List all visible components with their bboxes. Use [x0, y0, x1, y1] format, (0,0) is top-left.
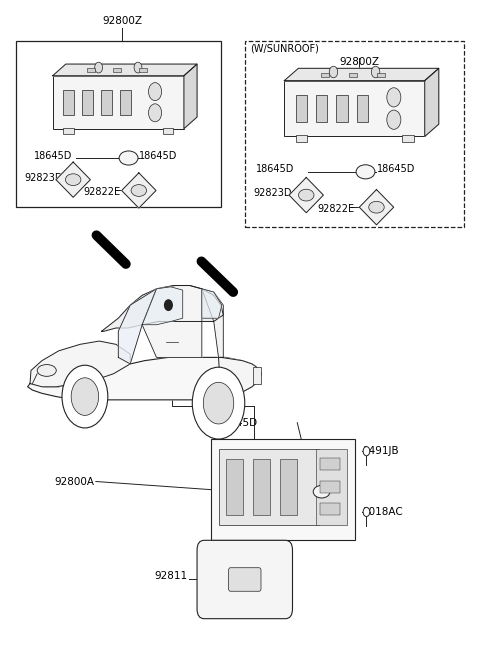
Text: 92800Z: 92800Z: [339, 57, 379, 67]
Text: 92811: 92811: [155, 571, 188, 581]
Bar: [245, 41, 464, 227]
Polygon shape: [30, 341, 130, 387]
Polygon shape: [118, 289, 156, 364]
FancyArrowPatch shape: [96, 236, 126, 264]
Circle shape: [71, 378, 99, 415]
Circle shape: [204, 382, 234, 424]
Text: 1018AC: 1018AC: [363, 507, 404, 517]
Text: 92822E: 92822E: [317, 204, 354, 214]
Polygon shape: [28, 358, 262, 400]
Bar: [82, 89, 93, 115]
Bar: [377, 73, 385, 77]
Bar: [211, 439, 355, 541]
Bar: [53, 75, 184, 129]
Bar: [280, 459, 297, 515]
Ellipse shape: [313, 485, 330, 498]
Bar: [349, 73, 357, 77]
Text: 92822E: 92822E: [84, 187, 120, 197]
Bar: [402, 135, 413, 142]
Text: 92823D: 92823D: [253, 188, 292, 198]
FancyBboxPatch shape: [228, 567, 261, 591]
Bar: [87, 68, 95, 72]
Text: (W/SUNROOF): (W/SUNROOF): [251, 44, 319, 54]
Circle shape: [95, 62, 103, 73]
Circle shape: [62, 365, 108, 428]
Bar: [218, 449, 319, 525]
Circle shape: [165, 300, 172, 310]
Ellipse shape: [356, 165, 375, 179]
Text: 1491JB: 1491JB: [363, 446, 400, 456]
FancyBboxPatch shape: [197, 541, 292, 619]
Circle shape: [363, 447, 370, 456]
Ellipse shape: [131, 184, 146, 196]
Polygon shape: [284, 68, 439, 81]
Bar: [336, 95, 348, 122]
Text: 18645D: 18645D: [256, 164, 294, 174]
Ellipse shape: [37, 365, 56, 377]
Bar: [316, 95, 327, 122]
Text: 92800Z: 92800Z: [102, 16, 143, 26]
Bar: [253, 367, 261, 384]
Bar: [253, 459, 270, 515]
Circle shape: [363, 507, 370, 516]
Ellipse shape: [119, 151, 138, 165]
Circle shape: [387, 110, 401, 129]
Circle shape: [192, 367, 245, 439]
Bar: [226, 459, 243, 515]
Bar: [163, 128, 173, 134]
Bar: [316, 449, 348, 525]
Polygon shape: [360, 190, 394, 225]
Bar: [63, 128, 74, 134]
Bar: [113, 68, 121, 72]
Bar: [296, 95, 307, 122]
Circle shape: [134, 62, 142, 73]
Polygon shape: [53, 64, 197, 75]
Text: 18645D: 18645D: [217, 418, 258, 428]
Polygon shape: [218, 358, 262, 397]
Text: 92800A: 92800A: [54, 476, 95, 487]
Text: 18645D: 18645D: [139, 150, 177, 161]
Circle shape: [148, 83, 162, 100]
Text: 18645D: 18645D: [376, 164, 415, 174]
Polygon shape: [121, 173, 156, 208]
Circle shape: [387, 88, 401, 107]
Bar: [16, 41, 221, 207]
Bar: [296, 135, 307, 142]
Text: 18645D: 18645D: [34, 150, 72, 161]
Polygon shape: [202, 289, 222, 318]
Bar: [320, 481, 340, 493]
Bar: [139, 68, 147, 72]
Ellipse shape: [369, 201, 384, 213]
Polygon shape: [184, 64, 197, 129]
Text: 92823D: 92823D: [24, 173, 62, 183]
Polygon shape: [202, 289, 223, 358]
Polygon shape: [142, 287, 183, 325]
Ellipse shape: [299, 189, 314, 201]
Bar: [320, 459, 340, 470]
Polygon shape: [289, 178, 324, 213]
Bar: [357, 95, 368, 122]
Bar: [101, 89, 112, 115]
Polygon shape: [142, 285, 202, 358]
Bar: [63, 89, 74, 115]
Polygon shape: [425, 68, 439, 136]
Ellipse shape: [65, 174, 81, 186]
Bar: [321, 73, 329, 77]
Circle shape: [372, 66, 380, 78]
Bar: [320, 503, 340, 515]
FancyArrowPatch shape: [202, 261, 233, 292]
Circle shape: [148, 104, 162, 122]
Polygon shape: [56, 162, 90, 197]
Bar: [120, 89, 131, 115]
Circle shape: [329, 66, 338, 78]
Bar: [284, 81, 425, 136]
Polygon shape: [102, 285, 223, 331]
